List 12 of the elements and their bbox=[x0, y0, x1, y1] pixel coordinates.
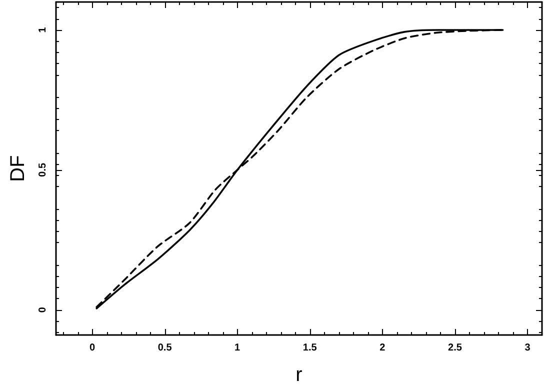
y-tick-label: 0.5 bbox=[38, 162, 48, 177]
x-tick-label: 1 bbox=[234, 342, 241, 354]
x-tick-label: 0.5 bbox=[158, 342, 172, 354]
x-tick-label: 0 bbox=[89, 342, 96, 354]
y-axis-title: DF bbox=[7, 155, 29, 182]
x-tick-label: 2 bbox=[380, 342, 386, 354]
x-axis-title: r bbox=[296, 364, 303, 386]
x-tick-label: 2.5 bbox=[448, 342, 462, 354]
x-tick-label: 1.5 bbox=[302, 342, 318, 354]
x-tick-label: 3 bbox=[524, 342, 531, 354]
y-tick-label: 1 bbox=[38, 26, 48, 33]
y-tick-label: 0 bbox=[38, 306, 48, 313]
